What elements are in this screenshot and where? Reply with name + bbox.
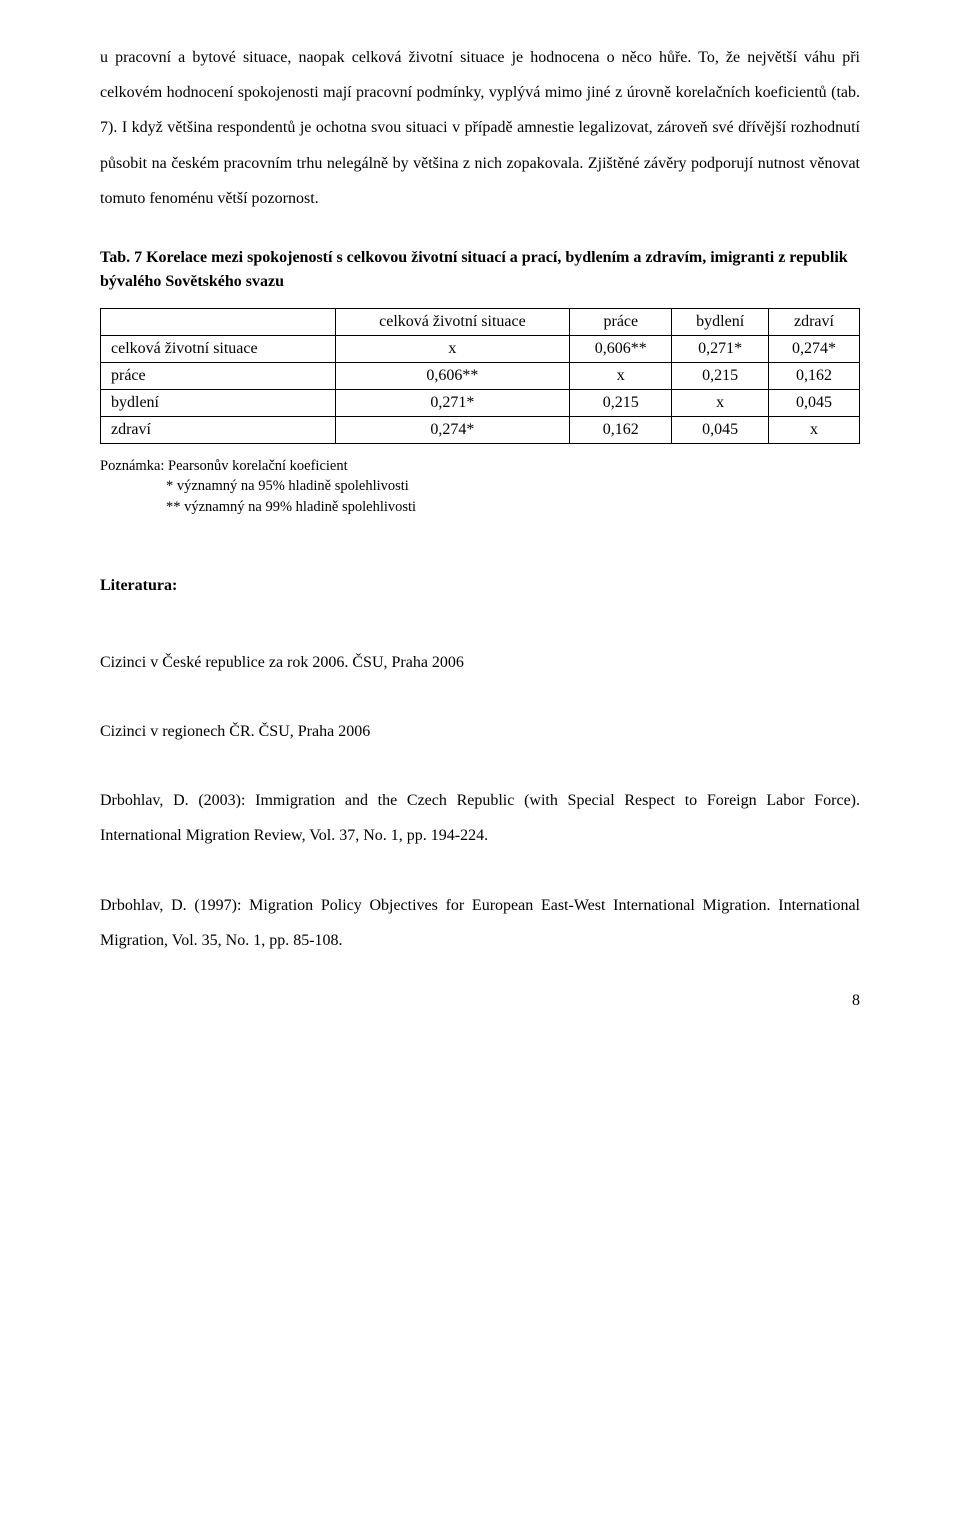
correlation-table: celková životní situace práce bydlení zd… — [100, 308, 860, 444]
note-lead: Poznámka: Pearsonův korelační koeficient — [100, 458, 348, 474]
cell: 0,271* — [335, 389, 570, 416]
table-note: Poznámka: Pearsonův korelační koeficient… — [100, 456, 860, 517]
table-header-row: celková životní situace práce bydlení zd… — [101, 308, 860, 335]
row-label: bydlení — [101, 389, 336, 416]
table-row: celková životní situace x 0,606** 0,271*… — [101, 335, 860, 362]
col-header: celková životní situace — [335, 308, 570, 335]
table-row: zdraví 0,274* 0,162 0,045 x — [101, 416, 860, 443]
col-header: zdraví — [768, 308, 859, 335]
page-container: u pracovní a bytové situace, naopak celk… — [0, 0, 960, 1050]
page-number: 8 — [100, 992, 860, 1010]
cell: 0,045 — [768, 389, 859, 416]
cell: 0,162 — [768, 362, 859, 389]
cell: 0,606** — [570, 335, 672, 362]
cell: x — [768, 416, 859, 443]
literature-heading: Literatura: — [100, 577, 860, 595]
table-title: Tab. 7 Korelace mezi spokojeností s celk… — [100, 246, 860, 294]
reference-item: Cizinci v České republice za rok 2006. Č… — [100, 645, 860, 680]
cell: 0,271* — [672, 335, 769, 362]
col-header: bydlení — [672, 308, 769, 335]
cell: 0,045 — [672, 416, 769, 443]
table-row: práce 0,606** x 0,215 0,162 — [101, 362, 860, 389]
reference-item: Drbohlav, D. (1997): Migration Policy Ob… — [100, 888, 860, 958]
cell: 0,215 — [570, 389, 672, 416]
reference-item: Cizinci v regionech ČR. ČSU, Praha 2006 — [100, 714, 860, 749]
cell: x — [570, 362, 672, 389]
body-paragraph: u pracovní a bytové situace, naopak celk… — [100, 40, 860, 216]
table-row: bydlení 0,271* 0,215 x 0,045 — [101, 389, 860, 416]
cell: 0,606** — [335, 362, 570, 389]
col-header: práce — [570, 308, 672, 335]
cell: 0,215 — [672, 362, 769, 389]
reference-item: Drbohlav, D. (2003): Immigration and the… — [100, 783, 860, 853]
cell: x — [335, 335, 570, 362]
cell: 0,274* — [335, 416, 570, 443]
cell: 0,274* — [768, 335, 859, 362]
note-line: ** významný na 99% hladině spolehlivosti — [100, 497, 860, 517]
cell: 0,162 — [570, 416, 672, 443]
row-label: práce — [101, 362, 336, 389]
row-label: zdraví — [101, 416, 336, 443]
cell: x — [672, 389, 769, 416]
row-label: celková životní situace — [101, 335, 336, 362]
note-line: * významný na 95% hladině spolehlivosti — [100, 476, 860, 496]
table-corner — [101, 308, 336, 335]
